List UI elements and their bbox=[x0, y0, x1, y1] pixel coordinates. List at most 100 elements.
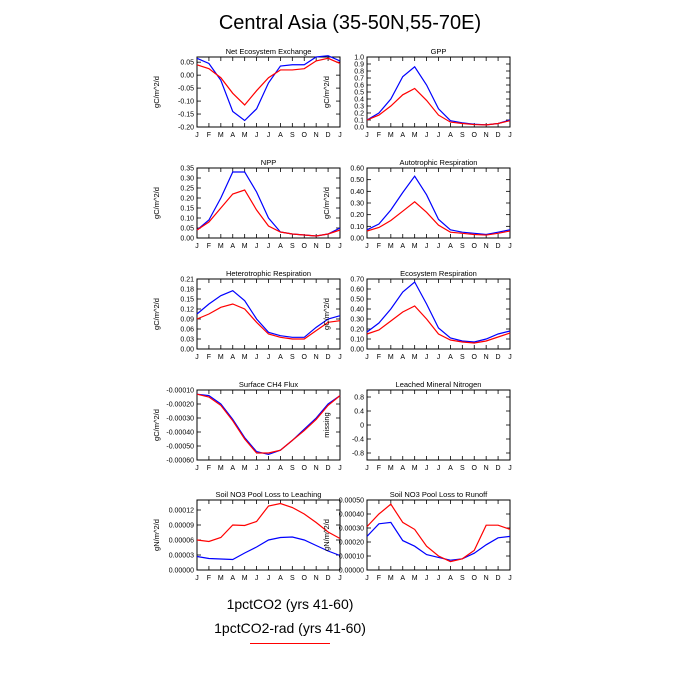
y-tick-label: 0.00 bbox=[350, 236, 364, 243]
x-tick-label: J bbox=[508, 243, 512, 250]
x-tick-label: D bbox=[326, 465, 331, 472]
x-tick-label: S bbox=[460, 354, 465, 361]
y-tick-label: 0.10 bbox=[350, 337, 364, 344]
x-tick-label: M bbox=[242, 354, 248, 361]
x-tick-label: A bbox=[400, 132, 405, 139]
x-tick-label: O bbox=[302, 354, 308, 361]
y-tick-label: 0.00 bbox=[180, 236, 194, 243]
x-tick-label: A bbox=[278, 465, 283, 472]
x-tick-label: A bbox=[400, 243, 405, 250]
panel-title: Heterotrophic Respiration bbox=[226, 269, 311, 278]
x-tick-label: F bbox=[207, 354, 211, 361]
y-axis-label: gN/m^2/d bbox=[322, 519, 331, 551]
x-tick-label: F bbox=[377, 354, 381, 361]
y-tick-label: 0.0 bbox=[354, 125, 364, 132]
x-tick-label: D bbox=[326, 354, 331, 361]
x-tick-label: O bbox=[302, 575, 308, 582]
x-tick-label: M bbox=[388, 354, 394, 361]
x-tick-label: J bbox=[267, 243, 271, 250]
series-line-run1 bbox=[196, 393, 341, 456]
x-tick-label: J bbox=[425, 132, 429, 139]
x-tick-label: J bbox=[195, 243, 199, 250]
x-tick-label: J bbox=[338, 132, 342, 139]
x-tick-label: M bbox=[218, 465, 224, 472]
x-tick-label: N bbox=[484, 575, 489, 582]
x-tick-label: A bbox=[230, 354, 235, 361]
x-tick-label: J bbox=[365, 575, 369, 582]
x-tick-label: J bbox=[195, 132, 199, 139]
panel-title: GPP bbox=[431, 47, 447, 56]
x-tick-label: S bbox=[460, 132, 465, 139]
x-tick-label: F bbox=[377, 465, 381, 472]
x-tick-label: D bbox=[496, 575, 501, 582]
y-tick-label: 1.0 bbox=[354, 55, 364, 62]
series-line-run1 bbox=[366, 521, 511, 561]
x-tick-label: M bbox=[412, 575, 418, 582]
x-tick-label: O bbox=[472, 575, 478, 582]
y-axis-label: missing bbox=[322, 412, 331, 437]
x-tick-label: J bbox=[365, 243, 369, 250]
y-tick-label: 0.40 bbox=[350, 189, 364, 196]
x-tick-label: J bbox=[338, 465, 342, 472]
x-tick-label: O bbox=[472, 354, 478, 361]
x-tick-label: M bbox=[388, 132, 394, 139]
x-tick-label: A bbox=[448, 575, 453, 582]
x-tick-label: J bbox=[508, 354, 512, 361]
y-axis-label: gC/m^2/d bbox=[322, 76, 331, 108]
x-tick-label: S bbox=[460, 243, 465, 250]
x-tick-label: M bbox=[218, 575, 224, 582]
series-line-run1 bbox=[196, 536, 341, 561]
x-tick-label: J bbox=[508, 132, 512, 139]
x-tick-label: M bbox=[242, 243, 248, 250]
x-tick-label: F bbox=[207, 132, 211, 139]
panel-frame bbox=[366, 389, 511, 461]
series-line-run2 bbox=[366, 503, 511, 563]
x-tick-label: A bbox=[230, 243, 235, 250]
x-tick-label: N bbox=[484, 132, 489, 139]
y-tick-label: 0.2 bbox=[354, 111, 364, 118]
x-tick-label: A bbox=[278, 243, 283, 250]
x-tick-label: M bbox=[388, 575, 394, 582]
panel-frame bbox=[196, 278, 341, 350]
x-tick-label: A bbox=[230, 465, 235, 472]
x-tick-label: J bbox=[195, 465, 199, 472]
x-tick-label: J bbox=[365, 354, 369, 361]
x-tick-label: A bbox=[448, 132, 453, 139]
y-tick-label: 0.05 bbox=[180, 60, 194, 67]
x-tick-label: A bbox=[230, 575, 235, 582]
y-tick-label: 0.1 bbox=[354, 118, 364, 125]
x-tick-label: F bbox=[377, 132, 381, 139]
y-tick-label: 0.15 bbox=[180, 206, 194, 213]
y-tick-label: 0.15 bbox=[180, 297, 194, 304]
x-tick-label: J bbox=[267, 465, 271, 472]
y-tick-label: 0.8 bbox=[354, 395, 364, 402]
y-tick-label: 0.30 bbox=[350, 317, 364, 324]
y-tick-label: 0.25 bbox=[180, 186, 194, 193]
y-tick-label: 0.50 bbox=[350, 297, 364, 304]
x-tick-label: J bbox=[437, 465, 441, 472]
x-tick-label: M bbox=[412, 354, 418, 361]
x-tick-label: N bbox=[484, 243, 489, 250]
x-tick-label: N bbox=[314, 243, 319, 250]
y-tick-label: 0.00000 bbox=[339, 568, 364, 575]
y-axis-label: gN/m^2/d bbox=[152, 519, 161, 551]
x-tick-label: M bbox=[242, 575, 248, 582]
x-tick-label: N bbox=[314, 575, 319, 582]
y-tick-label: -0.20 bbox=[178, 125, 194, 132]
y-tick-label: 0.8 bbox=[354, 69, 364, 76]
y-tick-label: 0.50 bbox=[350, 177, 364, 184]
panel-title: Soil NO3 Pool Loss to Leaching bbox=[216, 490, 322, 499]
x-tick-label: F bbox=[377, 243, 381, 250]
panel-title: Ecosystem Respiration bbox=[400, 269, 477, 278]
y-tick-label: 0.60 bbox=[350, 166, 364, 173]
y-tick-label: 0.20 bbox=[350, 212, 364, 219]
x-tick-label: F bbox=[207, 465, 211, 472]
x-tick-label: O bbox=[302, 465, 308, 472]
y-tick-label: 0.10 bbox=[350, 224, 364, 231]
x-tick-label: O bbox=[302, 132, 308, 139]
y-tick-label: 0.6 bbox=[354, 83, 364, 90]
y-tick-label: 0.00020 bbox=[339, 540, 364, 547]
x-tick-label: D bbox=[496, 132, 501, 139]
x-tick-label: D bbox=[326, 243, 331, 250]
